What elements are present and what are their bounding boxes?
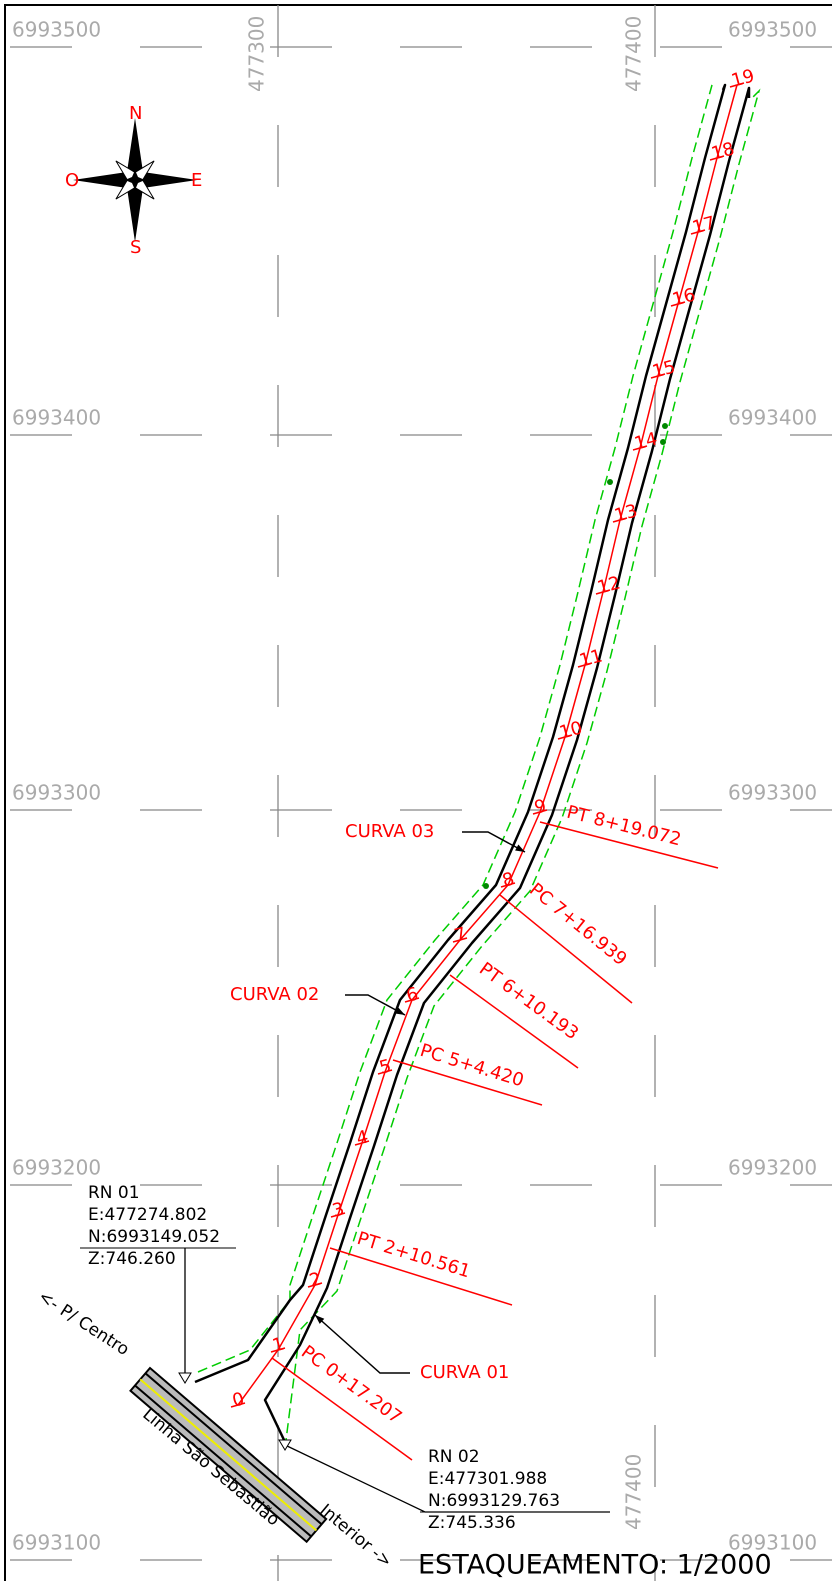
station-tick — [354, 1140, 370, 1146]
benchmark-name: RN 02 — [428, 1447, 480, 1467]
curve-point-leader — [449, 974, 579, 1069]
benchmark-e: E:477274.802 — [88, 1205, 207, 1225]
station-label: 4 — [354, 1126, 370, 1149]
benchmark-z: Z:746.260 — [88, 1249, 176, 1269]
curve-leader — [462, 831, 526, 853]
station-tick — [577, 662, 593, 668]
curve-point-leader — [329, 1247, 513, 1306]
benchmark-name: RN 01 — [88, 1183, 140, 1203]
station-tick — [670, 301, 686, 307]
station-label: 8 — [500, 868, 516, 891]
station-label: 18 — [709, 138, 737, 164]
benchmark-marker — [278, 1439, 292, 1451]
curve-arrow — [395, 1007, 405, 1015]
station-tick — [690, 229, 706, 235]
curve-point-leader — [539, 821, 719, 869]
station-tick — [500, 882, 516, 888]
station-tick — [452, 937, 468, 943]
curve-arrow — [515, 844, 525, 852]
grid-label: 6993100 — [12, 1531, 101, 1555]
curve-point-leader — [392, 1059, 543, 1106]
station-label: 7 — [452, 923, 468, 946]
compass-e: E — [191, 170, 202, 191]
road-edge — [263, 86, 751, 1443]
grid-label: 6993500 — [728, 18, 817, 42]
station-label: 10 — [557, 717, 585, 743]
compass-s: S — [130, 237, 141, 258]
station-label: 2 — [307, 1268, 323, 1291]
station-tick — [404, 997, 420, 1003]
tree — [662, 423, 668, 429]
grid-label: 6993200 — [12, 1156, 101, 1180]
station-tick — [377, 1069, 393, 1075]
compass-n: N — [129, 103, 142, 124]
station-label: 19 — [729, 65, 757, 91]
scale-title: ESTAQUEAMENTO: 1/2000 — [418, 1550, 772, 1581]
grid-label: 6993400 — [728, 406, 817, 430]
curve-point-label: PC 7+16.939 — [525, 879, 630, 970]
benchmark-n: N:6993149.052 — [88, 1227, 220, 1247]
station-tick — [270, 1347, 286, 1353]
grid-label: 477300 — [245, 16, 269, 92]
station-label: 13 — [612, 500, 640, 526]
tree — [483, 883, 489, 889]
station-tick — [650, 373, 666, 379]
benchmark-e: E:477301.988 — [428, 1469, 547, 1489]
frame — [4, 4, 832, 1581]
station-tick — [557, 734, 573, 740]
curve-point-leader — [499, 894, 633, 1004]
tree — [607, 479, 613, 485]
grid-label: 6993300 — [12, 781, 101, 805]
benchmark-leader — [284, 1444, 610, 1513]
grid-label: 6993100 — [728, 1531, 817, 1555]
station-label: 5 — [377, 1055, 393, 1078]
station-label: 15 — [650, 356, 678, 382]
station-label: 9 — [532, 795, 548, 818]
road-edge — [194, 83, 727, 1384]
grid-label: 6993500 — [12, 18, 101, 42]
station-label: 3 — [330, 1198, 346, 1221]
curve-label: CURVA 03 — [345, 821, 434, 842]
grid-label: 477400 — [622, 1454, 646, 1530]
tree — [660, 439, 666, 445]
station-label: 6 — [404, 983, 420, 1006]
curve-leader — [345, 994, 406, 1016]
station-tick — [709, 155, 725, 161]
station-tick — [230, 1402, 246, 1408]
green-edge — [197, 84, 713, 1373]
curve-label: CURVA 02 — [230, 984, 319, 1005]
station-label: 0 — [230, 1388, 246, 1411]
curve-point-leader — [271, 1357, 413, 1461]
station-tick — [612, 517, 628, 523]
curve-label: CURVA 01 — [420, 1362, 509, 1383]
curve-arrow — [315, 1315, 325, 1324]
road-label: <- P/ Centro — [35, 1287, 133, 1360]
station-tick — [532, 809, 548, 815]
road-edge — [144, 1372, 323, 1526]
station-tick — [632, 445, 648, 451]
station-label: 1 — [270, 1333, 286, 1356]
road-center — [139, 1378, 318, 1532]
road-label: Interior -> — [316, 1500, 396, 1572]
compass-star — [125, 170, 145, 190]
station-tick — [729, 82, 745, 88]
station-tick — [307, 1282, 323, 1288]
main-road — [129, 1366, 328, 1544]
station-label: 16 — [670, 284, 698, 310]
road-edge — [134, 1384, 312, 1538]
curve-leader — [314, 1314, 410, 1374]
benchmark-marker — [178, 1372, 192, 1384]
station-tick — [330, 1212, 346, 1218]
centerline — [237, 84, 738, 1406]
benchmark-z: Z:745.336 — [428, 1513, 516, 1533]
compass-o: O — [65, 170, 79, 191]
grid-label: 6993200 — [728, 1156, 817, 1180]
grid-label: 6993300 — [728, 781, 817, 805]
benchmark-n: N:6993129.763 — [428, 1491, 560, 1511]
green-edge — [284, 88, 761, 1449]
grid-label: 477400 — [622, 16, 646, 92]
grid-label: 6993400 — [12, 406, 101, 430]
station-tick — [595, 589, 611, 595]
